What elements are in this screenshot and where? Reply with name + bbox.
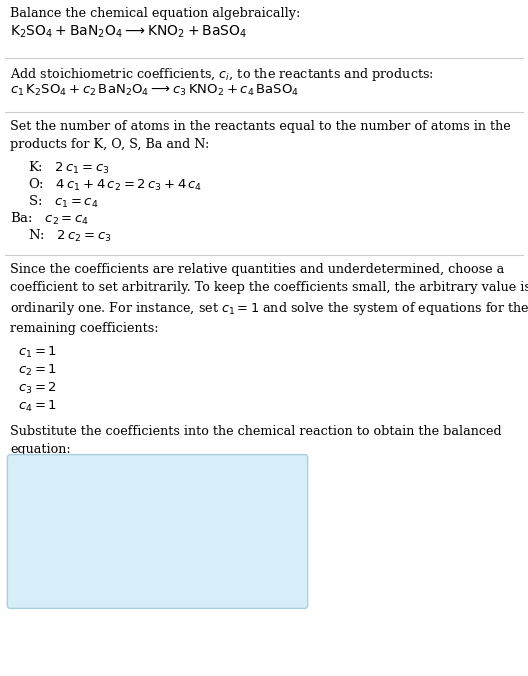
Text: $c_1 = 1$: $c_1 = 1$: [18, 345, 57, 360]
Text: $\mathrm{K_2SO_4 + BaN_2O_4} \longrightarrow 2\;\mathrm{KNO_2 + BaSO_4}$: $\mathrm{K_2SO_4 + BaN_2O_4} \longrighta…: [52, 487, 301, 504]
Text: N:   $2\,c_2 = c_3$: N: $2\,c_2 = c_3$: [28, 228, 111, 244]
Text: Add stoichiometric coefficients, $c_i$, to the reactants and products:: Add stoichiometric coefficients, $c_i$, …: [10, 66, 434, 83]
Text: $c_1\,\mathrm{K_2SO_4} + c_2\,\mathrm{BaN_2O_4} \longrightarrow c_3\,\mathrm{KNO: $c_1\,\mathrm{K_2SO_4} + c_2\,\mathrm{Ba…: [10, 83, 299, 98]
Text: $c_3 = 2$: $c_3 = 2$: [18, 381, 57, 396]
Text: Answer:: Answer:: [22, 463, 75, 476]
Text: $\mathrm{K_2SO_4 + BaN_2O_4} \longrightarrow \mathrm{KNO_2 + BaSO_4}$: $\mathrm{K_2SO_4 + BaN_2O_4} \longrighta…: [10, 24, 247, 41]
Text: Substitute the coefficients into the chemical reaction to obtain the balanced
eq: Substitute the coefficients into the che…: [10, 425, 502, 456]
Text: Set the number of atoms in the reactants equal to the number of atoms in the
pro: Set the number of atoms in the reactants…: [10, 120, 511, 151]
Text: K:   $2\,c_1 = c_3$: K: $2\,c_1 = c_3$: [28, 160, 110, 176]
Text: $c_2 = 1$: $c_2 = 1$: [18, 363, 57, 378]
Text: S:   $c_1 = c_4$: S: $c_1 = c_4$: [28, 194, 99, 210]
Text: Balance the chemical equation algebraically:: Balance the chemical equation algebraica…: [10, 7, 300, 20]
Text: Ba:   $c_2 = c_4$: Ba: $c_2 = c_4$: [10, 211, 89, 227]
Text: $c_4 = 1$: $c_4 = 1$: [18, 399, 57, 414]
Text: O:   $4\,c_1 + 4\,c_2 = 2\,c_3 + 4\,c_4$: O: $4\,c_1 + 4\,c_2 = 2\,c_3 + 4\,c_4$: [28, 177, 202, 193]
Text: Since the coefficients are relative quantities and underdetermined, choose a
coe: Since the coefficients are relative quan…: [10, 263, 528, 335]
